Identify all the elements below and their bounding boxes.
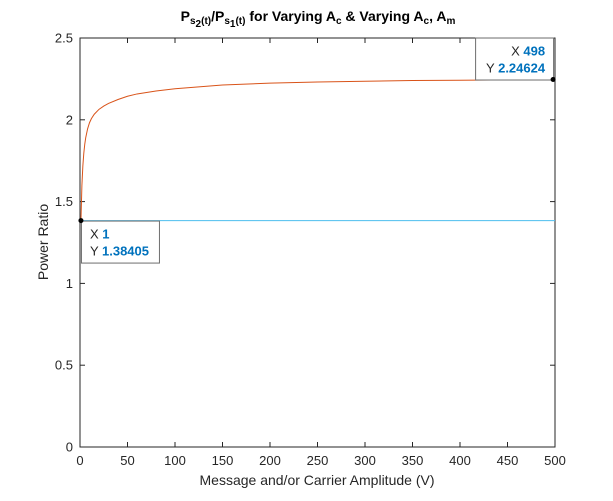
x-tick-label: 50 xyxy=(120,453,134,468)
y-tick-label: 0 xyxy=(66,440,73,455)
y-tick-label: 1 xyxy=(66,276,73,291)
x-tick-label: 300 xyxy=(354,453,376,468)
chart-title: Ps2(t)/Ps1(t) for Varying Ac & Varying A… xyxy=(181,8,456,30)
series-layer xyxy=(80,79,555,222)
title-s2: s xyxy=(224,16,230,27)
x-tick-label: 400 xyxy=(449,453,471,468)
datatip-x-text: X 1 xyxy=(90,227,110,242)
datatip-x-value: 1 xyxy=(102,227,109,242)
title-s2b: (t) xyxy=(235,16,245,27)
x-tick-label: 350 xyxy=(402,453,424,468)
title-c1: c xyxy=(336,16,342,27)
datatip-y-text: Y 1.38405 xyxy=(90,244,149,259)
datatip-x-value: 498 xyxy=(523,44,545,59)
datatip-y-label: Y xyxy=(90,244,102,259)
title-mid2: & Varying A xyxy=(342,8,424,24)
datatip-y-text: Y 2.24624 xyxy=(486,61,546,76)
datatip-1[interactable]: X 498 Y 2.24624 xyxy=(475,37,556,83)
y-axis-label: Power Ratio xyxy=(35,204,51,280)
title-mid: for Varying A xyxy=(245,8,336,24)
datatip-marker xyxy=(78,218,84,224)
title-comma: , A xyxy=(429,8,446,24)
datatip-2[interactable]: X 1Y 1.38405 xyxy=(78,218,160,264)
datatip-y-value: 1.38405 xyxy=(102,244,149,259)
title-c2: c xyxy=(424,16,430,27)
datatip-y-label: Y xyxy=(486,61,498,76)
title-s1a: 2 xyxy=(196,19,202,30)
datatip-x-label: X xyxy=(511,44,523,59)
datatip-y-value: 2.24624 xyxy=(498,61,546,76)
x-axis-label: Message and/or Carrier Amplitude (V) xyxy=(200,472,435,488)
x-tick-label: 0 xyxy=(76,453,83,468)
title-m: m xyxy=(446,16,455,27)
title-s1: s xyxy=(190,16,196,27)
x-tick-label: 100 xyxy=(164,453,186,468)
y-tick-label: 1.5 xyxy=(55,194,73,209)
x-tick-label: 200 xyxy=(259,453,281,468)
axis-ticks: 0 50 100 150 200 250 300 350 400 450 500 0 0.5 1 1.5 2 2… xyxy=(55,31,566,469)
y-tick-label: 2.5 xyxy=(55,31,73,46)
datatip-marker xyxy=(550,77,556,83)
title-s2a: 1 xyxy=(230,19,236,30)
datatip-x-label: X xyxy=(90,227,102,242)
title-slash: /P xyxy=(211,8,224,24)
series-line-2 xyxy=(80,79,554,221)
x-tick-label: 150 xyxy=(212,453,234,468)
datatip-box xyxy=(80,220,160,264)
title-s1b: (t) xyxy=(201,16,211,27)
datatip-x-text: X 498 xyxy=(511,44,545,59)
datatip-box xyxy=(475,37,555,81)
y-tick-label: 2 xyxy=(66,112,73,127)
x-tick-label: 500 xyxy=(544,453,566,468)
y-tick-label: 0.5 xyxy=(55,358,73,373)
x-tick-label: 250 xyxy=(307,453,329,468)
x-tick-label: 450 xyxy=(497,453,519,468)
title-p1: P xyxy=(181,8,190,24)
